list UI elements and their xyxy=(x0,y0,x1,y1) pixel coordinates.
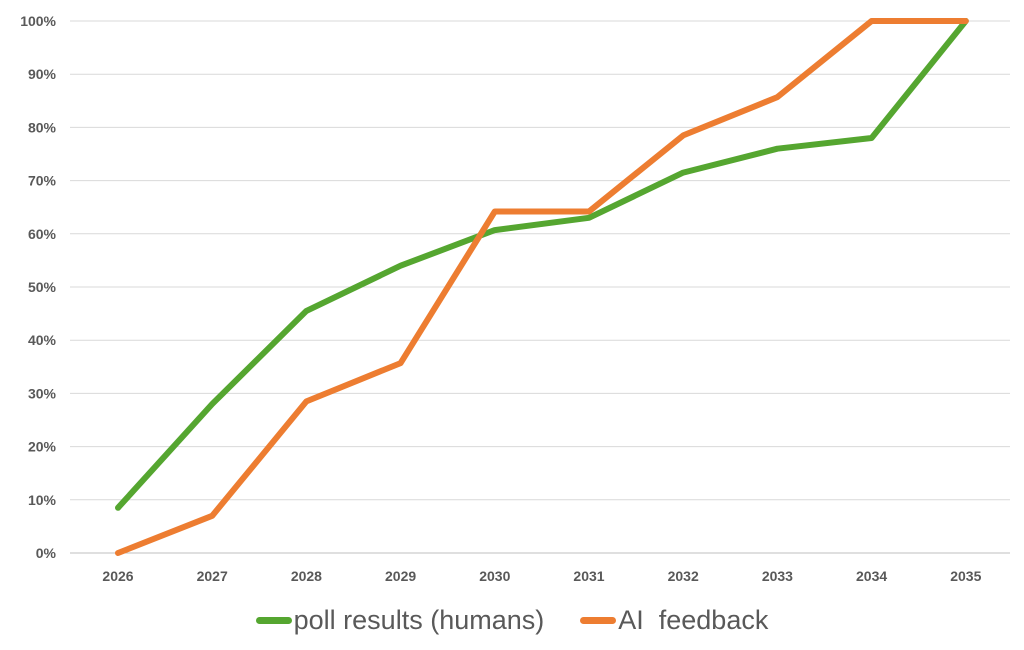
y-tick-label: 20% xyxy=(28,439,57,455)
y-tick-label: 90% xyxy=(28,66,57,82)
x-tick-label: 2031 xyxy=(573,568,604,584)
y-tick-label: 100% xyxy=(20,13,56,29)
legend-swatch-poll-results xyxy=(255,616,292,624)
legend-label-poll-results: poll results (humans) xyxy=(293,604,545,635)
x-tick-label: 2030 xyxy=(479,568,510,584)
y-tick-label: 40% xyxy=(28,332,57,348)
chart-legend: poll results (humans) AI feedback xyxy=(0,600,1024,640)
x-tick-label: 2027 xyxy=(197,568,228,584)
x-tick-label: 2033 xyxy=(762,568,793,584)
series-line-poll-results xyxy=(115,18,969,511)
legend-swatch-ai-feedback xyxy=(580,616,617,624)
series-line-ai-feedback xyxy=(115,18,969,556)
y-tick-label: 0% xyxy=(36,545,57,561)
chart-plot-area: 0%10%20%30%40%50%60%70%80%90%100% 2026 20… xyxy=(20,13,1010,584)
x-axis-ticks: 2026 2027 2028 2029 2030 2031 2032 2033 2034 2035 xyxy=(102,568,981,584)
y-tick-label: 30% xyxy=(28,385,57,401)
series-lines xyxy=(115,18,969,556)
x-tick-label: 2032 xyxy=(668,568,699,584)
y-tick-label: 70% xyxy=(28,173,57,189)
y-axis-ticks: 0% 10% 20% 30% 40% 50% 60% 70% 80% 90% 100% xyxy=(20,13,56,561)
y-tick-label: 50% xyxy=(28,279,57,295)
y-tick-label: 80% xyxy=(28,119,57,135)
x-tick-label: 2035 xyxy=(950,568,981,584)
legend-item-ai-feedback: AI feedback xyxy=(580,605,768,636)
gridlines xyxy=(70,20,1010,554)
x-tick-label: 2034 xyxy=(856,568,887,584)
x-tick-label: 2028 xyxy=(291,568,322,584)
legend-item-poll-results: poll results (humans) xyxy=(255,604,545,636)
x-tick-label: 2029 xyxy=(385,568,416,584)
legend-label-ai-feedback: AI feedback xyxy=(618,604,769,635)
x-tick-label: 2026 xyxy=(102,568,133,584)
y-tick-label: 60% xyxy=(28,226,57,242)
y-tick-label: 10% xyxy=(28,492,57,508)
